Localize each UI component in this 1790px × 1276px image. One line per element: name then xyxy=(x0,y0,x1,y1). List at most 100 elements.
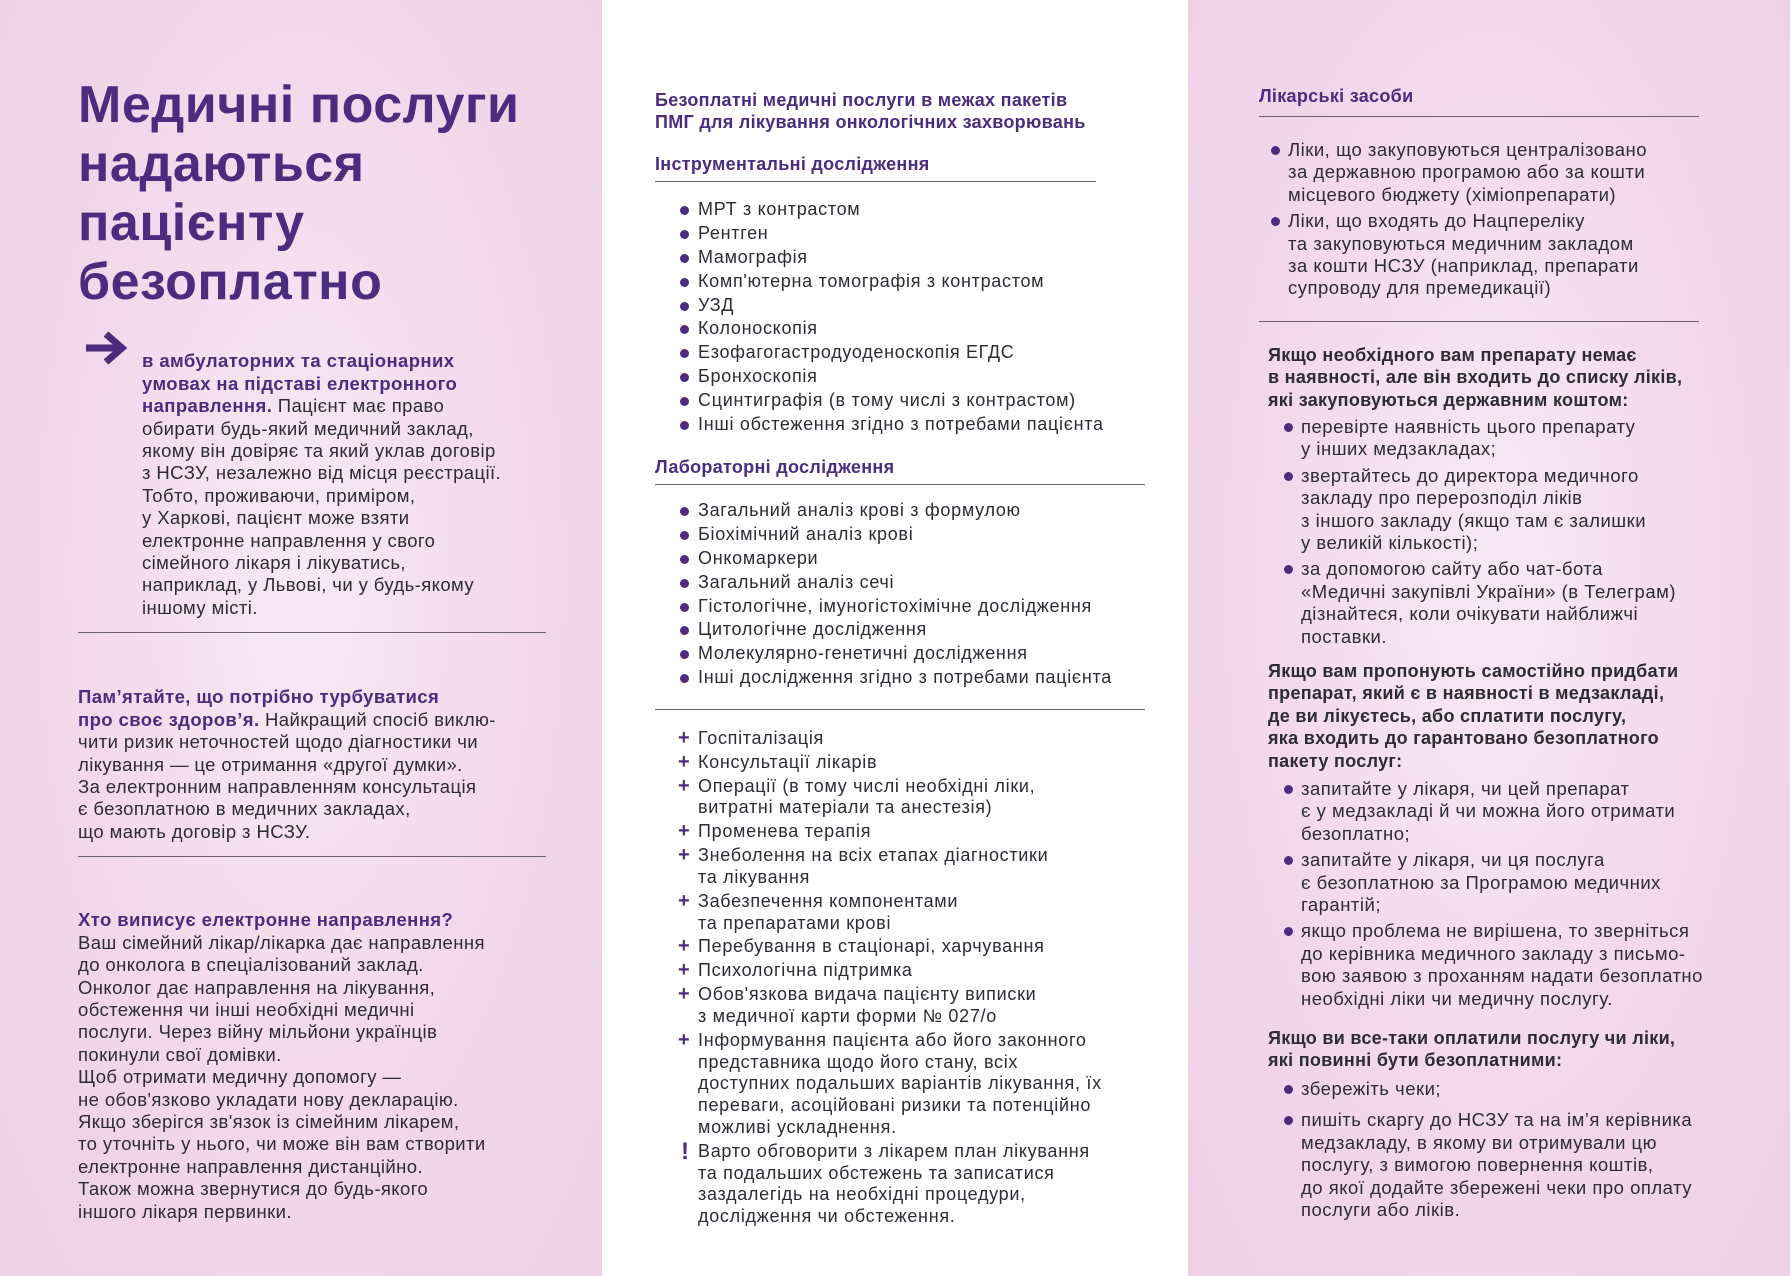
list-item-text: Колоноскопія xyxy=(698,318,818,339)
services-list: + Госпіталізація + Консультації лікарів + Опе… xyxy=(678,727,1180,1141)
list-item: + Психологічна підтримка xyxy=(678,959,1180,982)
plus-icon: + xyxy=(678,844,691,867)
list-item-text: Біохімічний аналіз крові xyxy=(698,523,914,544)
list-item-text: Обов'язкова видача пацієнту виписки з ме… xyxy=(698,984,1037,1026)
list-item-text: Сцинтиграфія (в тому числі з контрастом) xyxy=(698,390,1076,411)
who-refers-lead: Хто виписує електронне направлення? xyxy=(78,909,454,931)
list-item: + Забезпечення компонентами та препаратам… xyxy=(678,889,1180,934)
who-refers-paragraph: Хто виписує електронне направлення? Ваш … xyxy=(78,887,578,1223)
list-item: Колоноскопія xyxy=(680,318,1180,340)
second-opinion-text: Найкращий спосіб виклю- чити ризик неточ… xyxy=(78,708,496,842)
list-item-text: Комп'ютерна томографія з контрастом xyxy=(698,270,1045,291)
list-item: Езофагогастродуоденоскопія ЕГДС xyxy=(680,342,1180,364)
list-item-text: Психологічна підтримка xyxy=(698,960,913,981)
list-item: Ліки, що закуповуються централізовано за… xyxy=(1271,139,1771,206)
list-item-text: перевірте наявність цього препарату у ін… xyxy=(1301,416,1636,460)
plus-icon: + xyxy=(678,727,691,749)
plus-icon: + xyxy=(678,959,691,982)
list-item-text: Загальний аналіз сечі xyxy=(698,571,895,592)
divider xyxy=(1259,116,1699,117)
list-item-text: Ліки, що закуповуються централізовано за… xyxy=(1288,139,1648,205)
list-item-text: Госпіталізація xyxy=(698,728,824,748)
list-item-text: Інші обстеження згідно з потребами паціє… xyxy=(698,414,1104,435)
page-title: Медичні послуги надаються пацієнту безоп… xyxy=(78,76,520,311)
list-item-text: запитайте у лікаря, чи ця послуга є безо… xyxy=(1301,849,1661,916)
list-item: УЗД xyxy=(680,295,1180,317)
divider xyxy=(78,632,546,633)
list-item: Комп'ютерна томографія з контрастом xyxy=(680,271,1180,293)
list-item-text: Знеболення на всіх етапах діагностики та… xyxy=(698,845,1049,887)
list-item-text: запитайте у лікаря, чи цей препарат є у … xyxy=(1301,778,1676,844)
list-item-text: МРТ з контрастом xyxy=(698,199,861,219)
referral-lead: в амбулаторних та стаціонарних умовах на… xyxy=(142,350,458,417)
list-item-text: Консультації лікарів xyxy=(698,751,878,772)
list-item: Онкомаркери xyxy=(680,548,1180,570)
list-item: пишіть скаргу до НСЗУ та на ім’я керівни… xyxy=(1284,1109,1784,1221)
list-item: Мамографія xyxy=(680,247,1180,269)
laboratory-list: Загальний аналіз крові з формулою Біохімі… xyxy=(680,500,1180,691)
list-item: за допомогою сайту або чат-бота «Медичні… xyxy=(1284,558,1784,648)
middle-panel: Безоплатні медичні послуги в межах пакет… xyxy=(602,0,1188,1276)
referral-text: Пацієнт має право обирати будь-який меди… xyxy=(142,395,502,618)
list-item: Загальний аналіз крові з формулою xyxy=(680,500,1180,522)
arrow-right-icon xyxy=(86,331,128,365)
list-item-text: Операції (в тому числі необхідні ліки, в… xyxy=(698,775,1036,818)
list-item-text: Молекулярно-генетичні дослідження xyxy=(698,643,1028,664)
plus-icon: + xyxy=(678,935,691,958)
plus-icon: + xyxy=(678,889,691,912)
list-item: + Госпіталізація xyxy=(678,727,1180,750)
medicines-heading: Лікарські засоби xyxy=(1259,86,1414,106)
list-item-text: Загальний аналіз крові з формулою xyxy=(698,500,1021,520)
divider xyxy=(655,181,1096,182)
case-pay-offer-heading: Якщо вам пропонують самостійно придбати … xyxy=(1268,661,1679,771)
list-item: Загальний аналіз сечі xyxy=(680,572,1180,594)
divider xyxy=(1259,321,1699,322)
left-panel: Медичні послуги надаються пацієнту безоп… xyxy=(0,0,602,1276)
list-item: запитайте у лікаря, чи цей препарат є у … xyxy=(1284,778,1784,845)
list-item: + Консультації лікарів xyxy=(678,750,1180,774)
instrumental-list: МРТ з контрастом Рентген Мамографія Комп'ют… xyxy=(680,199,1180,438)
list-item: Інші обстеження згідно з потребами паціє… xyxy=(680,414,1180,436)
list-item: + Операції (в тому числі необхідні ліки, … xyxy=(678,774,1180,819)
right-panel: Лікарські засоби Ліки, що закуповуються … xyxy=(1188,0,1790,1276)
referral-paragraph: в амбулаторних та стаціонарних умовах на… xyxy=(142,328,562,619)
list-item: Молекулярно-генетичні дослідження xyxy=(680,643,1180,665)
list-item: + Перебування в стаціонарі, харчування xyxy=(678,935,1180,958)
case-paid-list: збережіть чеки; пишіть скаргу до НСЗУ та … xyxy=(1284,1078,1784,1230)
list-item: Інші дослідження згідно з потребами паці… xyxy=(680,667,1180,689)
case-unavailable-list: перевірте наявність цього препарату у ін… xyxy=(1284,416,1784,652)
divider xyxy=(655,709,1145,710)
list-item: звертайтесь до директора медичного закла… xyxy=(1284,465,1784,555)
medicines-list: Ліки, що закуповуються централізовано за… xyxy=(1271,139,1771,304)
list-item-text: звертайтесь до директора медичного закла… xyxy=(1301,464,1647,554)
list-item-text: УЗД xyxy=(698,294,735,315)
list-item-text: Мамографія xyxy=(698,246,808,267)
list-item: Гістологічне, імуногістохімічне дослідже… xyxy=(680,596,1180,618)
list-item: запитайте у лікаря, чи ця послуга є безо… xyxy=(1284,849,1784,916)
list-item-text: за допомогою сайту або чат-бота «Медичні… xyxy=(1301,558,1676,647)
divider xyxy=(78,856,546,857)
exclamation-icon: ! xyxy=(681,1138,690,1165)
list-item-text: Онкомаркери xyxy=(698,547,819,568)
plus-icon: + xyxy=(678,983,691,1006)
services-heading: Безоплатні медичні послуги в межах пакет… xyxy=(655,90,1086,132)
list-item: + Інформування пацієнта або його законног… xyxy=(678,1028,1180,1139)
list-item: + Знеболення на всіх етапах діагностики т… xyxy=(678,844,1180,888)
list-item: збережіть чеки; xyxy=(1284,1078,1784,1100)
list-item: Рентген xyxy=(680,223,1180,245)
list-item-text: Езофагогастродуоденоскопія ЕГДС xyxy=(698,342,1015,363)
list-item: + Обов'язкова видача пацієнту виписки з м… xyxy=(678,983,1180,1027)
list-item-text: Перебування в стаціонарі, харчування xyxy=(698,936,1045,957)
plus-icon: + xyxy=(678,750,691,773)
list-item-text: Цитологічне дослідження xyxy=(698,619,927,640)
case-pay-offer-list: запитайте у лікаря, чи цей препарат є у … xyxy=(1284,778,1784,1014)
list-item-text: збережіть чеки; xyxy=(1301,1078,1442,1099)
plus-icon: + xyxy=(678,774,691,797)
plus-icon: + xyxy=(678,1028,691,1051)
list-item-text: Гістологічне, імуногістохімічне дослідже… xyxy=(698,595,1092,616)
list-item-text: Бронхоскопія xyxy=(698,366,818,387)
list-item: Цитологічне дослідження xyxy=(680,619,1180,641)
list-item: Ліки, що входять до Нацпереліку та закуп… xyxy=(1271,210,1771,300)
list-item-text: Інші дослідження згідно з потребами паці… xyxy=(698,667,1112,688)
who-refers-text: Ваш сімейний лікар/лікарка дає направлен… xyxy=(78,931,486,1222)
